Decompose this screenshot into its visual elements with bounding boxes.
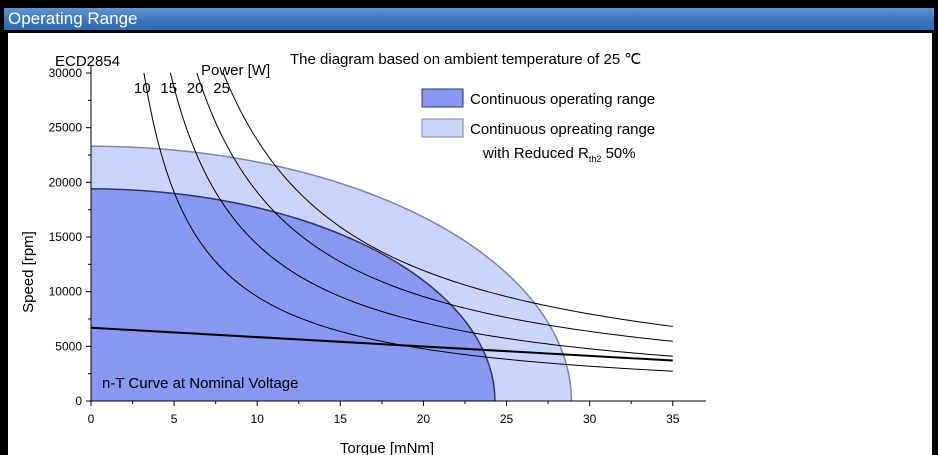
x-tick-label: 15 (334, 412, 348, 426)
y-tick-label: 25000 (49, 121, 83, 135)
power-curve-label: 20 (187, 80, 204, 97)
power-curve-25w (222, 72, 673, 327)
operating-range-chart: ECD2854 The diagram based on ambient tem… (20, 51, 706, 455)
x-tick-label: 30 (583, 412, 597, 426)
power-curve-15w (169, 72, 673, 357)
range-region-outline-1 (90, 188, 496, 402)
legend-swatch-continuous (421, 88, 464, 108)
x-tick-label: 25 (500, 412, 514, 426)
power-curve-label: 10 (134, 80, 151, 97)
model-label: ECD2854 (55, 53, 120, 70)
y-tick-label: 20000 (49, 175, 83, 189)
nt-curve (90, 326, 673, 362)
x-tick-label: 0 (88, 412, 95, 426)
power-curve-20w (196, 72, 673, 342)
legend-label-reduced-detail: with Reduced Rth2 50% (482, 145, 636, 164)
power-label: Power [W] (201, 62, 270, 79)
power-curve-label: 25 (213, 80, 230, 97)
x-tick-label: 5 (171, 412, 178, 426)
y-axis-title: Speed [rpm] (20, 231, 37, 313)
legend-label-reduced: Continuous opreating range (470, 121, 655, 138)
section-title: Operating Range (8, 9, 138, 28)
range-region-1 (91, 188, 495, 401)
range-region-outline-0 (90, 145, 573, 402)
x-tick-label: 20 (417, 412, 431, 426)
x-tick-label: 10 (251, 412, 265, 426)
chart-note: The diagram based on ambient temperature… (290, 51, 641, 68)
chart-panel: ECD2854 The diagram based on ambient tem… (8, 33, 932, 455)
power-curve-label: 15 (160, 80, 177, 97)
x-axis-title: Torque [mNm] (340, 440, 434, 455)
section-header: Operating Range (4, 8, 934, 30)
legend-swatch-reduced (421, 118, 464, 138)
legend-label-continuous: Continuous operating range (470, 91, 655, 108)
nt-curve-label: n-T Curve at Nominal Voltage (102, 375, 299, 392)
y-tick-label: 30000 (49, 66, 83, 80)
y-tick-label: 0 (75, 394, 82, 408)
y-tick-label: 5000 (55, 339, 82, 353)
x-tick-label: 35 (666, 412, 680, 426)
y-tick-label: 15000 (49, 230, 83, 244)
y-tick-label: 10000 (49, 285, 83, 299)
